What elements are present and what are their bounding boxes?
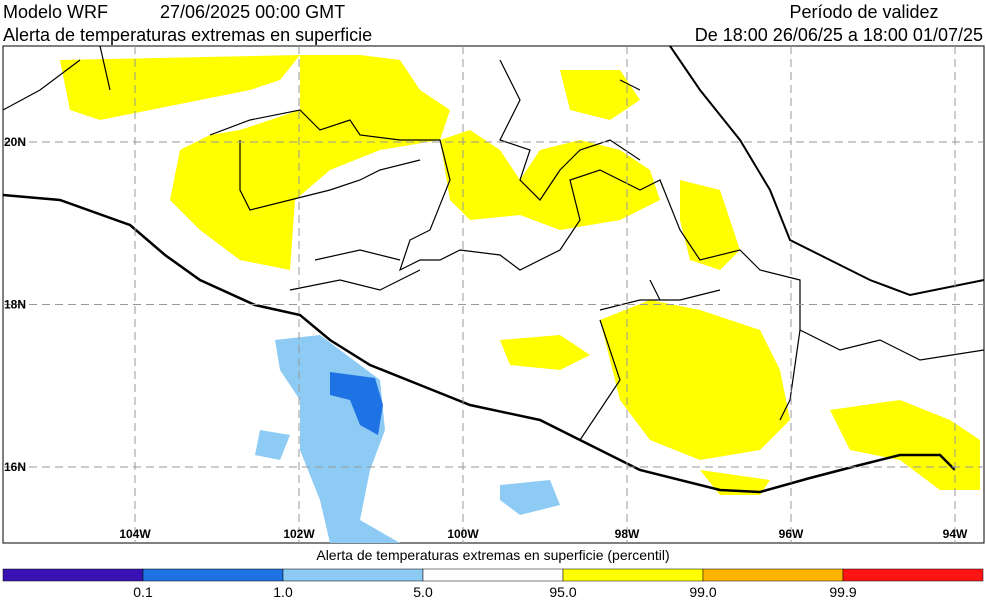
colorbar-segment [282,568,424,582]
colorbar-segment [842,568,984,582]
lat-label: 18N [4,298,26,312]
warm-area [600,300,790,460]
validity-title: Período de validez [789,2,938,22]
colorbar-segment [142,568,284,582]
warm-area [60,55,450,270]
colorbar-title: Alerta de temperaturas extremas en super… [316,547,669,563]
coastline [669,45,985,297]
model-name: Modelo WRF [3,2,108,22]
warm-area [560,70,640,120]
warm-alert-areas [60,55,980,495]
map: 20N 18N 16N 104W 102W 100W 98W 96W 94W [2,45,985,544]
warm-area [500,335,590,370]
colorbar-segment [562,568,704,582]
colorbar-label: 1.0 [273,584,293,599]
lat-label: 20N [4,135,26,149]
colorbar-label: 0.1 [133,584,153,599]
cold-area [330,372,383,435]
colorbar-segment [422,568,564,582]
cold-area [255,430,290,460]
run-date: 27/06/2025 00:00 GMT [160,2,345,22]
coastline [2,193,956,494]
lon-label: 102W [283,527,315,541]
warm-area [680,180,740,270]
colorbar-label: 99.0 [689,584,716,599]
state-border [2,45,985,361]
lon-label: 96W [779,527,804,541]
lon-label: 104W [119,527,151,541]
map-title: Alerta de temperaturas extremas en super… [3,25,372,45]
lon-label: 100W [447,527,479,541]
colorbar-label: 5.0 [413,584,433,599]
lon-label: 98W [615,527,640,541]
graticule: 20N 18N 16N 104W 102W 100W 98W 96W 94W [3,46,984,543]
colorbar-segment [2,568,144,582]
validity-range: De 18:00 26/06/25 a 18:00 01/07/25 [695,25,983,45]
colorbar-label: 95.0 [549,584,576,599]
borders [2,45,985,494]
colorbar: 0.1 1.0 5.0 95.0 99.0 99.9 [2,568,984,600]
state-border [239,59,801,441]
colorbar-segment [702,568,844,582]
colorbar-label: 99.9 [829,584,856,599]
map-frame [2,45,985,544]
warm-area [440,130,660,230]
lon-label: 94W [943,527,968,541]
lat-label: 16N [4,460,26,474]
cold-area [500,480,560,515]
cold-alert-areas [255,335,560,543]
